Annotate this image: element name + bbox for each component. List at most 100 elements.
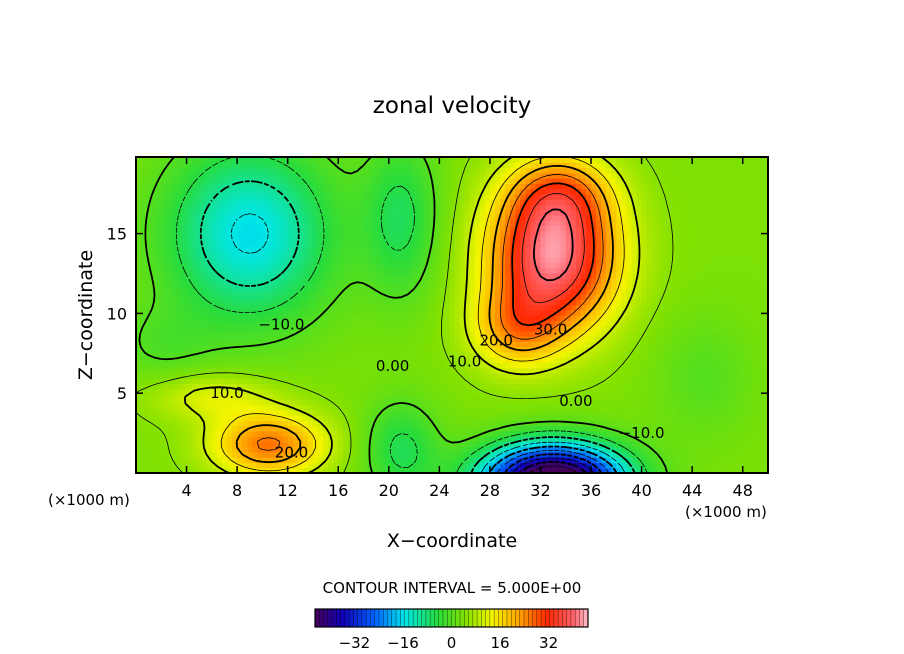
heatmap-cell bbox=[358, 183, 365, 190]
heatmap-cell bbox=[171, 236, 178, 242]
heatmap-cell bbox=[505, 251, 511, 258]
heatmap-cell bbox=[136, 367, 142, 374]
heatmap-cell bbox=[520, 415, 526, 421]
heatmap-cell bbox=[312, 462, 319, 469]
heatmap-cell bbox=[464, 315, 471, 321]
heatmap-cell bbox=[459, 462, 466, 469]
heatmap-cell bbox=[439, 183, 446, 190]
heatmap-cell bbox=[282, 357, 289, 363]
heatmap-cell bbox=[434, 204, 440, 211]
heatmap-cell bbox=[388, 367, 395, 374]
heatmap-cell bbox=[318, 214, 324, 221]
heatmap-cell bbox=[252, 309, 258, 316]
heatmap-cell bbox=[403, 246, 410, 253]
heatmap-cell bbox=[424, 330, 430, 337]
heatmap-cell bbox=[186, 446, 193, 453]
heatmap-cell bbox=[191, 383, 198, 390]
heatmap-cell bbox=[227, 436, 233, 442]
heatmap-cell bbox=[500, 383, 506, 390]
heatmap-cell bbox=[454, 209, 461, 216]
heatmap-cell bbox=[262, 288, 269, 295]
heatmap-cell bbox=[181, 325, 188, 332]
heatmap-cell bbox=[191, 415, 198, 421]
heatmap-cell bbox=[535, 157, 542, 163]
heatmap-cell bbox=[201, 409, 208, 416]
heatmap-cell bbox=[419, 336, 425, 342]
heatmap-cell bbox=[156, 436, 162, 442]
heatmap-cell bbox=[454, 388, 461, 395]
heatmap-cell bbox=[176, 288, 183, 295]
heatmap-cell bbox=[409, 283, 415, 290]
heatmap-cell bbox=[454, 351, 461, 358]
heatmap-cell bbox=[171, 315, 178, 321]
heatmap-cell bbox=[312, 399, 319, 406]
heatmap-cell bbox=[328, 199, 334, 205]
heatmap-cell bbox=[267, 420, 274, 427]
heatmap-cell bbox=[252, 257, 258, 263]
heatmap-cell bbox=[166, 304, 172, 311]
heatmap-cell bbox=[520, 272, 526, 279]
heatmap-cell bbox=[328, 178, 334, 184]
heatmap-cell bbox=[196, 167, 203, 174]
heatmap-cell bbox=[312, 278, 319, 284]
heatmap-cell bbox=[449, 367, 456, 374]
heatmap-cell bbox=[500, 167, 506, 174]
heatmap-cell bbox=[414, 257, 420, 263]
heatmap-cell bbox=[328, 225, 334, 232]
heatmap-cell bbox=[333, 351, 339, 358]
heatmap-cell bbox=[201, 193, 208, 200]
heatmap-cell bbox=[227, 409, 233, 416]
heatmap-cell bbox=[267, 183, 274, 190]
heatmap-cell bbox=[373, 330, 380, 337]
heatmap-cell bbox=[156, 341, 162, 348]
heatmap-cell bbox=[479, 288, 486, 295]
heatmap-cell bbox=[353, 420, 360, 427]
heatmap-cell bbox=[444, 188, 451, 195]
heatmap-cell bbox=[247, 399, 253, 406]
heatmap-cell bbox=[297, 430, 304, 437]
heatmap-cell bbox=[459, 241, 466, 248]
heatmap-cell bbox=[520, 315, 526, 321]
heatmap-cell bbox=[141, 209, 147, 216]
heatmap-cell bbox=[146, 188, 152, 195]
heatmap-cell bbox=[242, 188, 248, 195]
heatmap-cell bbox=[343, 415, 349, 421]
heatmap-cell bbox=[545, 462, 552, 469]
heatmap-cell bbox=[444, 309, 451, 316]
heatmap-cell bbox=[550, 457, 557, 464]
heatmap-cell bbox=[136, 278, 142, 284]
heatmap-cell bbox=[444, 457, 451, 464]
heatmap-cell bbox=[196, 436, 203, 442]
heatmap-cell bbox=[287, 346, 294, 353]
heatmap-cell bbox=[494, 351, 501, 358]
heatmap-cell bbox=[297, 394, 304, 400]
heatmap-cell bbox=[232, 172, 238, 179]
heatmap-cell bbox=[510, 446, 516, 453]
heatmap-cell bbox=[494, 178, 501, 184]
heatmap-cell bbox=[403, 199, 410, 205]
heatmap-cell bbox=[287, 209, 294, 216]
heatmap-cell bbox=[439, 188, 446, 195]
heatmap-cell bbox=[338, 336, 344, 342]
heatmap-cell bbox=[323, 183, 329, 190]
heatmap-cell bbox=[302, 430, 309, 437]
heatmap-cell bbox=[257, 351, 263, 358]
heatmap-cell bbox=[429, 315, 435, 321]
heatmap-cell bbox=[550, 188, 557, 195]
heatmap-cell bbox=[252, 204, 258, 211]
heatmap-cell bbox=[500, 446, 506, 453]
heatmap-cell bbox=[328, 193, 334, 200]
heatmap-cell bbox=[312, 236, 319, 242]
heatmap-cell bbox=[267, 230, 274, 237]
heatmap-cell bbox=[272, 346, 279, 353]
heatmap-cell bbox=[221, 183, 228, 190]
heatmap-cell bbox=[201, 246, 208, 253]
heatmap-cell bbox=[312, 415, 319, 421]
heatmap-cell bbox=[272, 272, 279, 279]
heatmap-cell bbox=[247, 220, 253, 227]
heatmap-cell bbox=[419, 467, 425, 473]
heatmap-cell bbox=[277, 257, 284, 263]
heatmap-cell bbox=[388, 346, 395, 353]
heatmap-cell bbox=[242, 430, 248, 437]
heatmap-cell bbox=[151, 157, 157, 163]
